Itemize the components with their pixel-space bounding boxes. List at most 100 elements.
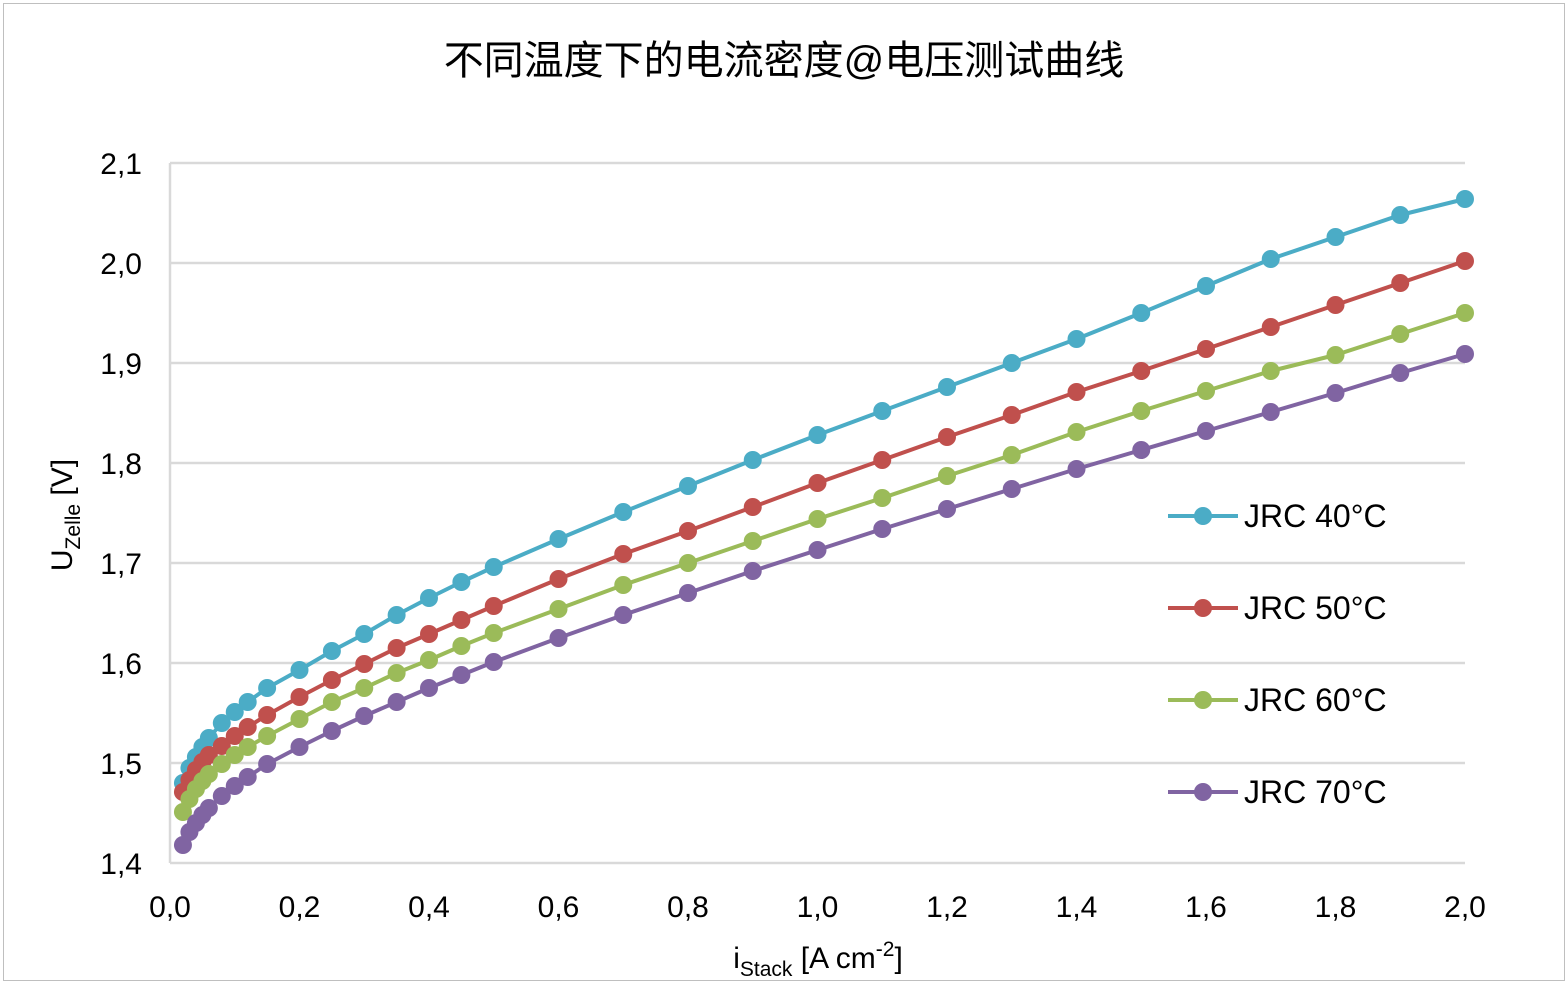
- data-point: [199, 746, 218, 764]
- data-point: [238, 738, 257, 756]
- x-axis-label-close: ]: [894, 942, 902, 975]
- data-point: [1391, 325, 1410, 343]
- data-point: [212, 755, 231, 773]
- data-point: [258, 727, 277, 745]
- data-point: [290, 661, 309, 679]
- y-tick-label: 1,4: [100, 848, 142, 881]
- data-point: [258, 755, 277, 773]
- data-point: [743, 562, 762, 580]
- chart-title: 不同温度下的电流密度@电压测试曲线: [444, 39, 1125, 83]
- data-point: [1456, 345, 1474, 363]
- data-point: [452, 637, 471, 655]
- data-point: [549, 570, 568, 588]
- data-point: [484, 558, 503, 576]
- data-point: [938, 428, 956, 446]
- data-point: [452, 611, 471, 629]
- data-point: [1067, 423, 1086, 441]
- y-axis-label: UZelle [V]: [46, 459, 85, 571]
- data-point: [1197, 382, 1215, 400]
- data-point: [1067, 330, 1086, 348]
- data-point: [679, 554, 697, 572]
- data-point: [1261, 403, 1280, 421]
- data-point: [614, 503, 633, 521]
- data-point: [1067, 383, 1086, 401]
- data-point: [1456, 252, 1474, 270]
- legend-marker: [1194, 599, 1212, 617]
- data-point: [258, 679, 277, 697]
- data-point: [1326, 346, 1345, 364]
- x-tick-label: 2,0: [1444, 891, 1486, 924]
- data-point: [484, 653, 503, 671]
- legend-label: JRC 70°C: [1244, 774, 1387, 810]
- data-point: [212, 787, 231, 805]
- data-point: [938, 467, 956, 485]
- data-point: [387, 693, 406, 711]
- data-point: [322, 671, 341, 689]
- data-point: [355, 625, 374, 643]
- data-point: [743, 532, 762, 550]
- x-tick-label: 0,6: [538, 891, 580, 924]
- data-point: [238, 718, 257, 736]
- data-point: [199, 799, 218, 817]
- y-tick-label: 2,0: [100, 248, 142, 281]
- gridlines: [168, 161, 1465, 865]
- x-axis-label-sup: -2: [876, 938, 895, 961]
- data-point: [1391, 364, 1410, 382]
- data-point: [225, 746, 244, 764]
- data-point: [290, 738, 309, 756]
- data-point: [679, 584, 697, 602]
- data-point: [387, 606, 406, 624]
- data-point: [1002, 446, 1021, 464]
- data-point: [1132, 402, 1151, 420]
- data-point: [873, 489, 892, 507]
- legend-label: JRC 60°C: [1244, 682, 1387, 718]
- data-point: [614, 545, 633, 563]
- data-point: [258, 706, 277, 724]
- data-point: [1132, 304, 1151, 322]
- data-point: [212, 714, 231, 732]
- series-3: [173, 345, 1474, 854]
- data-point: [1132, 362, 1151, 380]
- x-tick-label: 1,4: [1056, 891, 1098, 924]
- data-point: [355, 707, 374, 725]
- data-point: [420, 679, 438, 697]
- data-point: [238, 693, 257, 711]
- y-tick-label: 1,9: [100, 348, 142, 381]
- data-point: [1261, 362, 1280, 380]
- data-point: [1067, 460, 1086, 478]
- y-axis-label-rest: [V]: [46, 459, 79, 504]
- y-tick-label: 1,5: [100, 748, 142, 781]
- x-tick-label: 1,0: [797, 891, 839, 924]
- data-point: [679, 477, 697, 495]
- data-point: [1197, 340, 1215, 358]
- legend: JRC 40°C JRC 50°C JRC 60°C JRC 70°C: [1168, 498, 1387, 810]
- data-point: [199, 765, 218, 783]
- x-tick-label: 0,2: [279, 891, 321, 924]
- data-point: [614, 606, 633, 624]
- x-tick-label: 0,0: [149, 891, 191, 924]
- legend-marker: [1194, 783, 1212, 801]
- y-tick-label: 1,8: [100, 448, 142, 481]
- data-point: [1261, 318, 1280, 336]
- y-tick-label: 1,6: [100, 648, 142, 681]
- series-0: [173, 190, 1474, 792]
- x-tick-label: 0,4: [408, 891, 450, 924]
- y-tick-label: 1,7: [100, 548, 142, 581]
- data-point: [452, 666, 471, 684]
- data-point: [387, 664, 406, 682]
- legend-marker: [1194, 691, 1212, 709]
- y-tick-label: 2,1: [100, 148, 142, 181]
- y-axis-label-sub: Zelle: [62, 504, 85, 550]
- data-point: [743, 498, 762, 516]
- data-point: [1261, 250, 1280, 268]
- data-point: [290, 688, 309, 706]
- data-point: [679, 522, 697, 540]
- data-point: [355, 679, 374, 697]
- x-tick-label: 1,6: [1185, 891, 1227, 924]
- legend-label: JRC 40°C: [1244, 498, 1387, 534]
- data-point: [549, 600, 568, 618]
- data-point: [873, 402, 892, 420]
- data-point: [614, 576, 633, 594]
- data-point: [484, 624, 503, 642]
